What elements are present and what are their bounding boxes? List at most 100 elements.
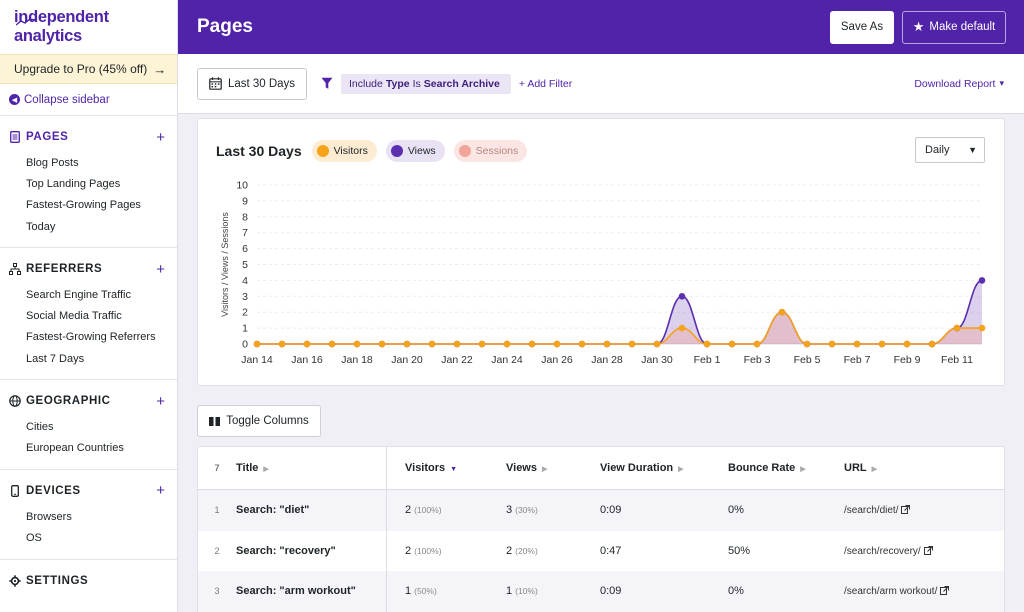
section-title-referrers[interactable]: REFERRERS — [26, 263, 103, 276]
download-report-button[interactable]: Download Report ▾ — [914, 78, 1004, 90]
y-tick-label: 3 — [242, 291, 248, 303]
row-url-link[interactable]: /search/arm workout/ — [844, 585, 1004, 597]
column-header-url[interactable]: URL ▶ — [844, 462, 877, 474]
x-tick-label: Feb 7 — [844, 354, 871, 366]
sidebar-item-top-landing-pages[interactable]: Top Landing Pages — [26, 177, 121, 190]
column-header-bounce-rate[interactable]: Bounce Rate ▶ — [728, 462, 806, 474]
sidebar-item-last-7-days[interactable]: Last 7 Days — [26, 352, 85, 365]
column-header-visitors[interactable]: Visitors ▼ — [405, 462, 458, 474]
data-point-visitors — [728, 340, 736, 348]
document-icon — [9, 131, 21, 143]
row-url-link[interactable]: /search/recovery/ — [844, 545, 1004, 557]
active-filter-chip[interactable]: Include Type Is Search Archive — [341, 73, 511, 94]
legend-sessions-label: Sessions — [475, 145, 519, 157]
y-tick-label: 7 — [242, 227, 248, 239]
sidebar-item-cities[interactable]: Cities — [26, 421, 54, 434]
x-tick-label: Jan 28 — [591, 354, 623, 366]
data-point-visitors — [553, 340, 561, 348]
chart-card: 0 1 2 3 4 5 6 7 8 9 10 Visitors / Views / Sessions J… — [197, 118, 1005, 386]
table-header: 7 Title ▶ Visitors ▼ Views ▶ View Duration ▶… — [198, 447, 1004, 490]
make-default-button[interactable]: ★ Make default — [902, 10, 1006, 44]
column-header-title[interactable]: Title ▶ — [236, 462, 269, 474]
legend-visitors-toggle[interactable]: Visitors — [311, 140, 377, 162]
legend-visitors-label: Visitors — [333, 145, 368, 157]
x-tick-label: Jan 18 — [341, 354, 373, 366]
sidebar-item-fastest-growing-pages[interactable]: Fastest-Growing Pages — [26, 199, 141, 212]
y-tick-label: 6 — [242, 243, 248, 255]
collapse-label: Collapse sidebar — [24, 93, 110, 106]
x-tick-label: Jan 26 — [541, 354, 573, 366]
row-visitors: 2 (100%) — [405, 504, 442, 517]
data-point-visitors — [378, 340, 386, 348]
report-toolbar: Last 30 Days Include Type Is Search Arch… — [178, 54, 1024, 114]
views-dot-icon — [390, 145, 403, 157]
x-tick-label: Jan 14 — [241, 354, 273, 366]
filter-icon[interactable] — [321, 77, 333, 90]
add-filter-link[interactable]: + Add Filter — [518, 77, 573, 90]
toggle-columns-button[interactable]: Toggle Columns — [197, 405, 321, 437]
sidebar-item-fastest-growing-referrers[interactable]: Fastest-Growing Referrers — [26, 331, 156, 344]
columns-icon — [209, 416, 221, 426]
row-view-duration: 0:09 — [600, 585, 622, 598]
y-tick-label: 5 — [242, 259, 248, 271]
logo-text: independent analytics — [14, 8, 109, 45]
row-visitors: 2 (100%) — [405, 544, 442, 557]
row-title[interactable]: Search: "arm workout" — [236, 585, 356, 598]
section-title-devices[interactable]: DEVICES — [26, 484, 81, 497]
row-number: 1 — [214, 505, 220, 516]
sidebar-item-blog-posts[interactable]: Blog Posts — [26, 156, 79, 169]
save-as-button[interactable]: Save As — [830, 10, 894, 44]
sidebar-item-os[interactable]: OS — [26, 531, 42, 544]
row-title[interactable]: Search: "diet" — [236, 504, 310, 517]
interval-select[interactable]: Daily ▼ — [915, 137, 985, 163]
pages-table: 7 Title ▶ Visitors ▼ Views ▶ View Duration ▶… — [197, 446, 1005, 612]
sidebar-item-european-countries[interactable]: European Countries — [26, 442, 124, 455]
data-point-visitors — [853, 340, 861, 348]
x-tick-label: Jan 16 — [291, 354, 323, 366]
collapse-sidebar-button[interactable]: ◀ Collapse sidebar — [0, 84, 177, 116]
column-header-views[interactable]: Views ▶ — [506, 462, 548, 474]
date-range-label: Last 30 Days — [227, 77, 296, 90]
x-tick-label: Feb 5 — [794, 354, 821, 366]
sidebar-section-devices: DEVICES + Browsers OS — [0, 470, 177, 560]
legend-sessions-toggle[interactable]: Sessions — [453, 140, 528, 162]
logo[interactable]: independent analytics — [0, 0, 177, 54]
data-point-visitors — [828, 340, 836, 348]
y-tick-label: 8 — [242, 211, 248, 223]
x-tick-label: Jan 20 — [391, 354, 423, 366]
row-bounce-rate: 50% — [728, 544, 751, 557]
sidebar-item-today[interactable]: Today — [26, 220, 56, 233]
section-title-geographic[interactable]: GEOGRAPHIC — [26, 395, 111, 408]
line-chart: 0 1 2 3 4 5 6 7 8 9 10 Visitors / Views / Sessions J… — [220, 180, 986, 366]
row-url-link[interactable]: /search/diet/ — [844, 504, 1004, 516]
sidebar-section-geographic: GEOGRAPHIC + Cities European Countries — [0, 380, 177, 470]
add-referrers-report-icon[interactable]: + — [156, 260, 165, 278]
interval-value: Daily — [925, 144, 950, 156]
date-range-button[interactable]: Last 30 Days — [197, 67, 307, 100]
data-point-visitors — [403, 340, 411, 348]
column-header-view-duration[interactable]: View Duration ▶ — [600, 462, 684, 474]
add-pages-report-icon[interactable]: + — [156, 128, 165, 146]
sidebar-section-settings: SETTINGS — [0, 560, 177, 600]
data-point-visitors — [778, 308, 786, 316]
add-geographic-report-icon[interactable]: + — [156, 392, 165, 410]
data-point-visitors — [253, 340, 261, 348]
row-views: 3 (30%) — [506, 504, 538, 517]
sidebar-item-browsers[interactable]: Browsers — [26, 510, 72, 523]
table-row: 3 Search: "arm workout" 1 (50%) 1 (10%) 0:… — [198, 571, 1004, 612]
data-point-visitors — [928, 340, 936, 348]
legend-views-toggle[interactable]: Views — [385, 140, 445, 162]
data-point-views — [678, 293, 686, 300]
upgrade-banner[interactable]: Upgrade to Pro (45% off) → — [0, 54, 177, 84]
x-tick-label: Feb 1 — [694, 354, 721, 366]
row-title[interactable]: Search: "recovery" — [236, 544, 336, 557]
section-title-settings[interactable]: SETTINGS — [26, 574, 89, 587]
gear-icon — [9, 574, 21, 587]
data-point-visitors — [353, 340, 361, 348]
data-point-visitors — [753, 340, 761, 348]
sidebar-item-social-media-traffic[interactable]: Social Media Traffic — [26, 310, 122, 323]
add-devices-report-icon[interactable]: + — [156, 482, 165, 500]
section-title-pages[interactable]: PAGES — [26, 131, 69, 143]
sidebar-item-search-engine-traffic[interactable]: Search Engine Traffic — [26, 288, 131, 301]
toggle-columns-label: Toggle Columns — [226, 415, 309, 427]
